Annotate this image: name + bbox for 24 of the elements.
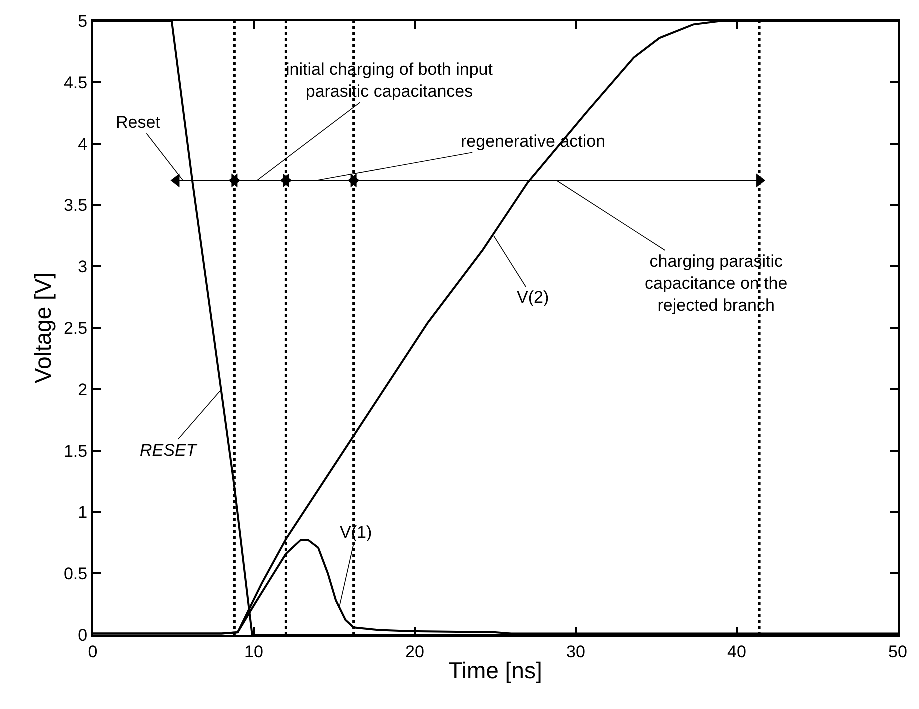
x-tick-label: 20 bbox=[406, 642, 424, 662]
x-tick-label: 30 bbox=[566, 642, 586, 662]
x-tick-label: 50 bbox=[888, 642, 908, 662]
annotation: charging parasitic capacitance on the rejected branch bbox=[645, 252, 788, 316]
y-tick-label: 1.5 bbox=[64, 442, 88, 461]
y-tick-label: 4 bbox=[78, 134, 88, 154]
annotation: V(2) bbox=[517, 288, 550, 307]
y-tick-label: 0.5 bbox=[64, 564, 88, 584]
x-axis-title: Time [ns] bbox=[448, 658, 542, 684]
y-tick-label: 2 bbox=[78, 380, 88, 400]
annotation: initial charging of both input parasitic capacitances bbox=[286, 60, 494, 102]
y-tick-label: 4.5 bbox=[64, 73, 88, 92]
annotation: RESET bbox=[140, 441, 198, 460]
x-tick-label: 10 bbox=[244, 642, 264, 662]
y-tick-label: 3 bbox=[78, 258, 88, 277]
x-tick-label: 40 bbox=[728, 642, 746, 662]
annotation: Reset bbox=[116, 113, 161, 132]
y-tick-label: 3.5 bbox=[64, 196, 88, 216]
y-tick-label: 0 bbox=[78, 626, 88, 645]
y-tick-label: 5 bbox=[78, 12, 88, 31]
y-axis-title: Voltage [V] bbox=[30, 272, 56, 384]
annotation: regenerative action bbox=[461, 132, 606, 151]
y-tick-label: 2.5 bbox=[64, 318, 88, 338]
y-tick-label: 1 bbox=[78, 503, 88, 522]
